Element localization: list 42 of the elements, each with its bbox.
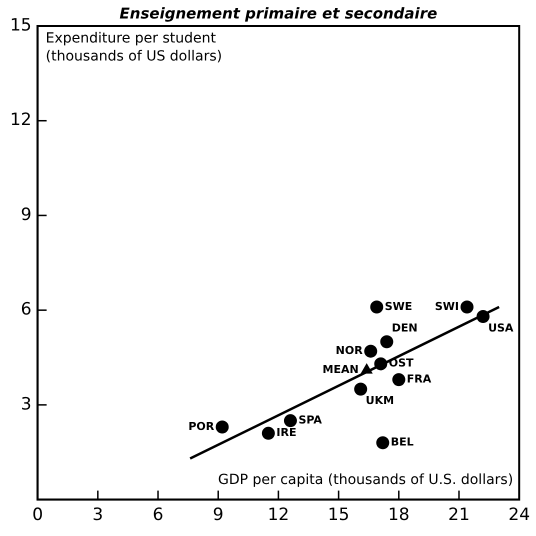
annotation: MEAN [322,363,359,376]
point [216,420,229,434]
annotation: SWI [434,300,460,313]
point [476,310,490,323]
annotation: POR [188,420,215,433]
x-tick-label: 0 [32,505,44,526]
annotation: FRA [406,372,432,386]
x-tick-label: 15 [328,505,350,526]
y-tick-label: 12 [10,110,32,130]
point [360,364,372,374]
point [284,414,297,428]
x-axis-title: GDP per capita (thousands of U.S. dollars) [218,472,514,488]
point [354,382,368,396]
x-tick-label: 12 [268,505,290,526]
y-tick-label: 6 [20,300,32,320]
annotation: UKM [366,394,394,407]
point [380,335,394,348]
x-tick-label: 21 [448,505,470,526]
x-tick-label: 6 [152,505,164,526]
annotation: SPA [298,414,322,427]
y-tick-label: 3 [20,394,32,414]
annotation: IRE [276,426,296,440]
point [376,436,390,450]
point [374,357,388,370]
annotation: DEN [392,322,418,335]
annotation: NOR [336,344,364,358]
y-tick-label: 15 [10,15,32,36]
x-tick-label: 3 [92,505,104,526]
annotation: USA [488,321,514,334]
x-tick-label: 9 [212,505,224,526]
annotation: BEL [390,436,414,449]
point [262,426,275,440]
x-tick-label: 24 [508,505,530,526]
point [392,373,406,386]
point [460,300,474,314]
chart-title: Enseignement primaire et secondaire [120,4,438,22]
y-axis-title: Expenditure per student (thousands of US dollars) [46,30,222,65]
x-tick-label: 18 [388,505,410,526]
point [364,344,378,358]
y-tick-label: 9 [20,204,32,225]
annotation: SWE [384,300,412,313]
point [370,300,384,314]
